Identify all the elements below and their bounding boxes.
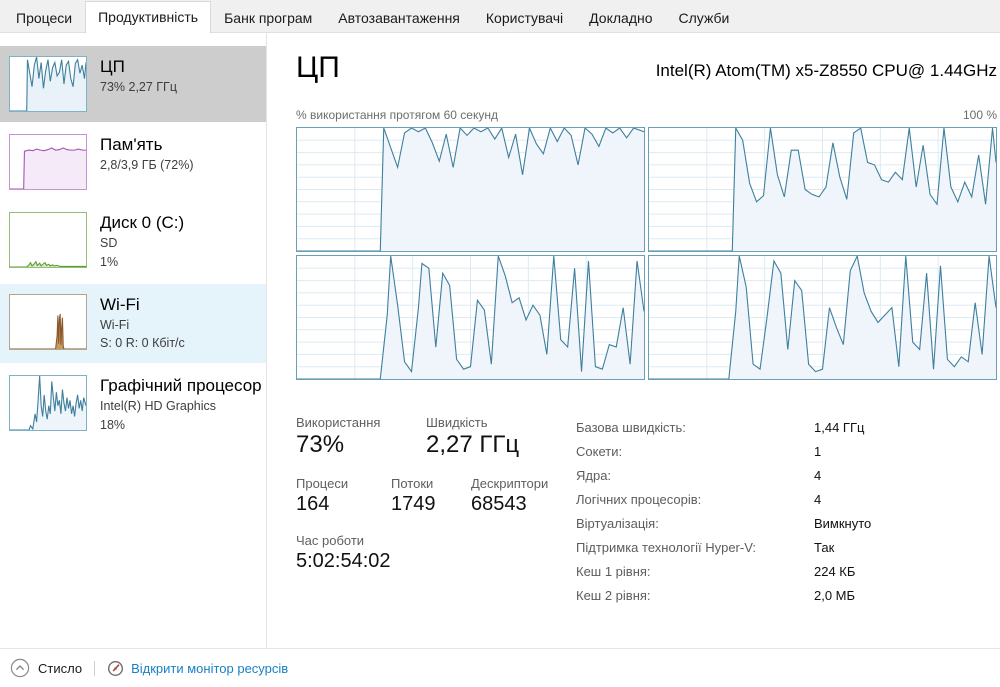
tab-strip: Процеси Продуктивність Банк програм Авто…	[0, 0, 1000, 33]
usage-value: 73%	[296, 431, 345, 458]
wifi-item-adapter: Wi-Fi	[100, 317, 130, 332]
l1-cache-value: 224 КБ	[814, 564, 856, 579]
tab-services[interactable]: Служби	[678, 10, 730, 26]
base-speed-value: 1,44 ГГц	[814, 420, 865, 435]
handles-label: Дескриптори	[471, 476, 549, 491]
speed-value: 2,27 ГГц	[426, 431, 520, 458]
cpu-item-title: ЦП	[100, 57, 125, 76]
cpu-live-stats: Використання 73% Швидкість 2,27 ГГц Проц…	[296, 415, 571, 574]
disk-sparkline-chart	[9, 212, 87, 268]
threads-label: Потоки	[391, 476, 434, 491]
performance-sidebar: ЦП 73% 2,27 ГГц Пам'ять 2,8/3,9 ГБ (72%)…	[0, 33, 267, 648]
uptime-value: 5:02:54:02	[296, 550, 391, 572]
cores-value: 4	[814, 468, 822, 483]
l2-cache-value: 2,0 МБ	[814, 588, 856, 603]
performance-pane: ЦП 73% 2,27 ГГц Пам'ять 2,8/3,9 ГБ (72%)…	[0, 33, 1000, 648]
processes-label: Процеси	[296, 476, 349, 491]
resource-monitor-icon	[108, 660, 124, 676]
sockets-value: 1	[814, 444, 822, 459]
fewer-details-label: Стисло	[38, 660, 83, 676]
gpu-item-usage: 18%	[100, 418, 126, 433]
core1-usage-chart	[648, 127, 997, 252]
tab-details[interactable]: Докладно	[589, 10, 653, 26]
open-resource-monitor-label: Відкрити монітор ресурсів	[131, 660, 289, 676]
core0-usage-chart	[296, 127, 645, 252]
disk-item-type: SD	[100, 236, 118, 251]
disk-item-usage: 1%	[100, 254, 119, 269]
cpu-model-name: Intel(R) Atom(TM) x5-Z8550 CPU@ 1.44GHz	[655, 61, 997, 80]
gpu-item-title: Графічний процесор	[100, 376, 262, 396]
sidebar-item-wifi[interactable]: Wi-Fi Wi-Fi S: 0 R: 0 Кбіт/с	[0, 283, 266, 364]
chart-caption: % використання протягом 60 секунд	[296, 108, 498, 122]
processes-value: 164	[296, 493, 330, 515]
chevron-up-circle-icon	[10, 658, 30, 678]
usage-label: Використання	[296, 415, 381, 430]
sockets-label: Сокети:	[576, 444, 623, 459]
base-speed-label: Базова швидкість:	[576, 420, 686, 435]
tab-startup[interactable]: Автозавантаження	[338, 10, 460, 26]
open-resource-monitor-link[interactable]: Відкрити монітор ресурсів	[107, 660, 288, 677]
l1-cache-label: Кеш 1 рівня:	[576, 564, 651, 579]
cpu-spec-list: Базова швидкість: 1,44 ГГц Сокети: 1 Ядр…	[576, 420, 1000, 603]
memory-sparkline-chart	[9, 134, 87, 190]
wifi-item-throughput: S: 0 R: 0 Кбіт/с	[100, 336, 185, 351]
memory-item-stats: 2,8/3,9 ГБ (72%)	[100, 158, 194, 173]
handles-value: 68543	[471, 493, 527, 515]
core3-usage-chart	[648, 255, 997, 380]
gpu-item-name: Intel(R) HD Graphics	[100, 399, 216, 414]
cores-label: Ядра:	[576, 468, 612, 483]
cpu-item-stats: 73% 2,27 ГГц	[100, 80, 177, 95]
wifi-sparkline-chart	[9, 293, 87, 350]
uptime-label: Час роботи	[296, 533, 365, 548]
per-core-charts	[296, 127, 997, 380]
status-bar: Стисло Відкрити монітор ресурсів	[0, 648, 1000, 687]
hyperv-value: Так	[814, 540, 835, 555]
tab-processes[interactable]: Процеси	[16, 10, 73, 26]
tab-app-history[interactable]: Банк програм	[224, 10, 313, 26]
tab-performance[interactable]: Продуктивність	[85, 1, 212, 33]
hyperv-label: Підтримка технології Hyper-V:	[576, 540, 757, 555]
statusbar-separator	[94, 660, 96, 676]
sidebar-item-memory[interactable]: Пам'ять 2,8/3,9 ГБ (72%)	[0, 124, 266, 200]
gpu-sparkline-chart	[9, 375, 87, 432]
cpu-sparkline-chart	[9, 56, 87, 112]
logical-processors-label: Логічних процесорів:	[576, 492, 702, 507]
sidebar-item-disk[interactable]: Диск 0 (C:) SD 1%	[0, 202, 266, 282]
cpu-detail-panel: ЦП Intel(R) Atom(TM) x5-Z8550 CPU@ 1.44G…	[268, 33, 1000, 648]
sidebar-item-cpu[interactable]: ЦП 73% 2,27 ГГц	[0, 46, 266, 122]
page-title: ЦП	[296, 51, 340, 84]
virtualization-label: Віртуалізація:	[576, 516, 659, 531]
virtualization-value: Вимкнуто	[814, 516, 872, 531]
logical-processors-value: 4	[814, 492, 822, 507]
sidebar-item-gpu[interactable]: Графічний процесор Intel(R) HD Graphics …	[0, 365, 266, 445]
core2-usage-chart	[296, 255, 645, 380]
memory-item-title: Пам'ять	[100, 135, 163, 154]
chart-max-label: 100 %	[962, 108, 997, 122]
speed-label: Швидкість	[426, 415, 488, 430]
wifi-item-title: Wi-Fi	[100, 294, 140, 314]
threads-value: 1749	[391, 493, 436, 515]
disk-item-title: Диск 0 (C:)	[100, 213, 185, 232]
fewer-details-button[interactable]: Стисло	[10, 658, 82, 678]
tab-users[interactable]: Користувачі	[485, 10, 564, 26]
l2-cache-label: Кеш 2 рівня:	[576, 588, 651, 603]
